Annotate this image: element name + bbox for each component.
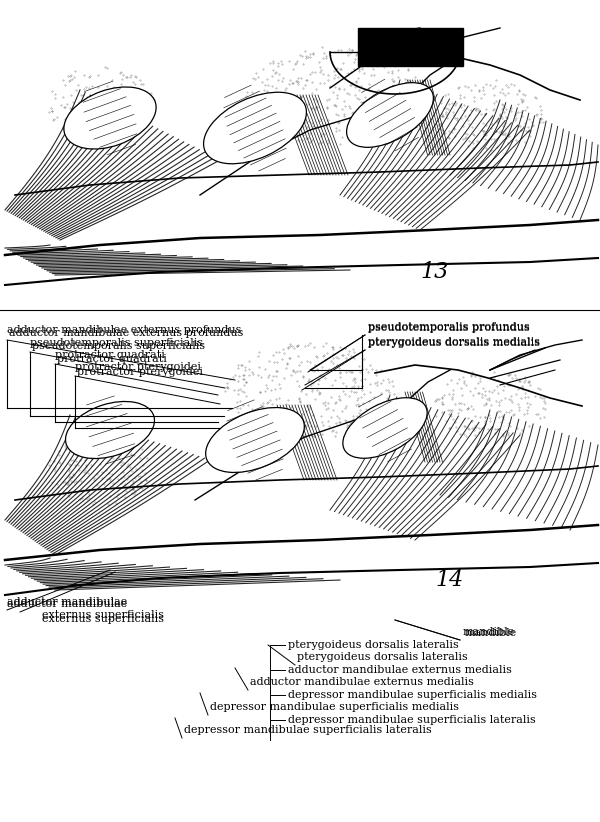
Text: pseudotemporalis superficialis: pseudotemporalis superficialis [30,338,203,348]
Text: mandible: mandible [465,628,517,638]
Bar [358,28,463,66]
Text: adductor mandibulae externus profundus: adductor mandibulae externus profundus [7,325,241,335]
Text: depressor mandibulae superficialis lateralis: depressor mandibulae superficialis later… [288,715,536,725]
Text: mandible: mandible [463,627,515,637]
Text: pseudotemporalis superficialis: pseudotemporalis superficialis [32,341,205,351]
Text: protractor pterygoidei: protractor pterygoidei [77,367,203,377]
Text: pterygoideus dorsalis medialis: pterygoideus dorsalis medialis [368,337,540,347]
Text: adductor mandibulae: adductor mandibulae [7,599,127,609]
Ellipse shape [206,408,304,473]
Text: pseudotemporalis profundus: pseudotemporalis profundus [368,323,530,333]
Ellipse shape [347,83,433,147]
Ellipse shape [64,87,156,149]
Text: depressor mandibulae superficialis medialis: depressor mandibulae superficialis media… [210,702,459,712]
Text: protractor quadrati: protractor quadrati [57,354,167,364]
Text: adductor mandibulae: adductor mandibulae [7,597,127,607]
Text: adductor mandibulae externus profundus: adductor mandibulae externus profundus [9,328,244,338]
Ellipse shape [65,401,154,459]
Text: protractor quadrati: protractor quadrati [55,350,165,360]
Text: depressor mandibulae superficialis medialis: depressor mandibulae superficialis media… [288,690,537,700]
Text: externus superficialis: externus superficialis [42,614,164,624]
Text: pseudotemporalis profundus: pseudotemporalis profundus [368,322,530,332]
Text: pterygoideus dorsalis lateralis: pterygoideus dorsalis lateralis [288,640,459,650]
Text: 14: 14 [436,569,464,591]
Text: pterygoideus dorsalis lateralis: pterygoideus dorsalis lateralis [297,652,468,662]
Text: externus superficialis: externus superficialis [42,610,164,620]
Ellipse shape [203,92,307,164]
Text: protractor pterygoidei: protractor pterygoidei [75,362,201,372]
Text: adductor mandibulae externus medialis: adductor mandibulae externus medialis [250,677,474,687]
Ellipse shape [343,398,427,458]
Text: adductor mandibulae externus medialis: adductor mandibulae externus medialis [288,665,512,675]
Text: 13: 13 [421,261,449,283]
Text: pterygoideus dorsalis medialis: pterygoideus dorsalis medialis [368,338,540,348]
Text: depressor mandibulae superficialis lateralis: depressor mandibulae superficialis later… [184,725,432,735]
